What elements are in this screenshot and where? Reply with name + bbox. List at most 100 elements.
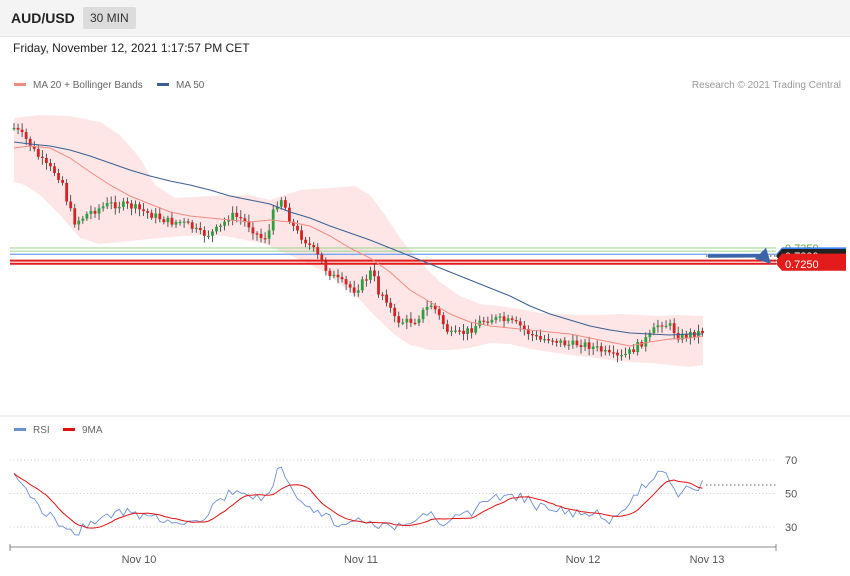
candle-body (263, 238, 267, 240)
candle-body (563, 340, 567, 346)
candle-body (660, 325, 664, 327)
candle-body (389, 302, 393, 308)
candle-body (296, 225, 299, 231)
candle-body (701, 330, 704, 334)
candle-body (595, 346, 599, 348)
candle-body (628, 349, 631, 354)
candle-body (369, 270, 372, 280)
ma50-label: MA 50 (176, 80, 205, 91)
candle-body (61, 179, 64, 183)
rsi-swatch (14, 427, 26, 431)
candle-body (401, 322, 405, 324)
candle-body (24, 131, 28, 139)
candle-body (425, 306, 429, 310)
candle-body (186, 221, 190, 223)
chart-header: AUD/USD 30 MIN (0, 0, 850, 37)
level-tag-0.7250 (776, 256, 846, 271)
ma50-swatch (157, 82, 169, 86)
candle-body (502, 316, 506, 322)
timeframe-badge[interactable]: 30 MIN (83, 7, 136, 29)
candle-body (279, 200, 283, 207)
candle-body (587, 342, 591, 349)
candle-body (105, 203, 109, 207)
candle-body (138, 204, 141, 210)
candle-body (656, 325, 660, 328)
candle-body (150, 212, 154, 218)
candle-body (514, 320, 518, 322)
candle-body (304, 239, 307, 244)
candle-body (178, 221, 182, 224)
candle-body (328, 270, 332, 277)
rsi-line (13, 466, 703, 536)
candle-body (308, 243, 312, 245)
candle-body (288, 207, 291, 222)
candle-body (332, 274, 336, 277)
candle-body (166, 217, 170, 223)
candle-body (474, 326, 478, 333)
candle-body (247, 221, 251, 228)
candle-body (591, 346, 595, 349)
candle-body (89, 210, 93, 214)
candle-body (393, 307, 397, 317)
candle-body (433, 305, 437, 310)
candle-body (130, 203, 133, 209)
legend-9ma: 9MA (63, 425, 103, 436)
candle-body (81, 218, 85, 221)
level-label-0.7250: 0.7250 (785, 259, 819, 271)
candle-body (336, 274, 340, 278)
candle-body (300, 230, 303, 240)
candle-body (255, 233, 259, 235)
candle-body (409, 318, 413, 323)
candle-body (417, 319, 421, 323)
candle-body (490, 319, 494, 323)
candle-body (93, 210, 97, 214)
candle-body (482, 320, 486, 322)
candle-body (194, 227, 198, 230)
candle-body (320, 254, 324, 262)
credit-text: Research © 2021 Trading Central (691, 80, 841, 91)
candle-body (65, 182, 69, 202)
candle-body (162, 219, 166, 223)
candle-body (672, 323, 676, 334)
candle-body (146, 211, 150, 213)
candle-body (437, 309, 441, 316)
candle-body (543, 339, 546, 341)
candle-body (283, 200, 287, 208)
x-tick-nov-12: Nov 12 (566, 554, 601, 566)
candle-body (486, 321, 490, 323)
candle-body (413, 322, 417, 325)
candle-body (215, 226, 218, 232)
candle-body (259, 233, 263, 239)
rsi-9ma-line (13, 473, 703, 529)
candle-body (583, 342, 587, 348)
candle-body (644, 337, 648, 347)
candle-body (49, 162, 52, 167)
candle-body (510, 318, 514, 321)
candle-body (559, 340, 563, 343)
candle-body (292, 221, 295, 226)
candle-body (531, 334, 534, 336)
rsi-tick-50: 50 (785, 489, 797, 501)
candle-body (73, 208, 77, 225)
candle-body (652, 327, 656, 334)
candle-body (522, 325, 526, 330)
candle-body (454, 330, 457, 332)
candle-body (676, 333, 680, 340)
ma20-label: MA 20 + Bollinger Bands (33, 80, 143, 91)
candle-body (688, 331, 692, 338)
candle-body (275, 206, 279, 210)
candle-body (16, 127, 20, 130)
candle-body (668, 323, 672, 326)
rsi-tick-30: 30 (785, 522, 797, 534)
candle-body (680, 334, 684, 340)
candle-body (632, 349, 636, 353)
candle-body (154, 213, 158, 218)
legend-ma20: MA 20 + Bollinger Bands (14, 80, 143, 91)
x-tick-nov-10: Nov 10 (122, 554, 157, 566)
candle-body (571, 340, 575, 345)
candle-body (53, 166, 56, 174)
candle-body (121, 201, 125, 207)
candle-body (32, 146, 36, 149)
x-tick-nov-11: Nov 11 (344, 554, 378, 566)
